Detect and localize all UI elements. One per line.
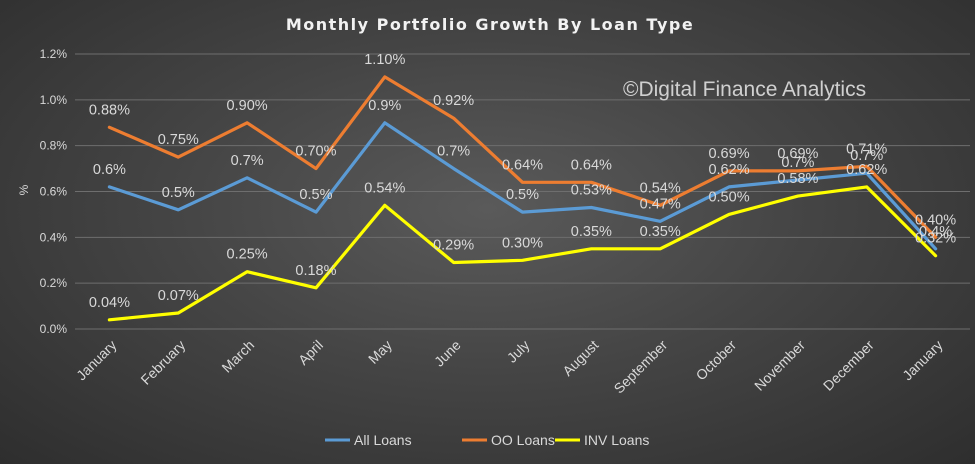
y-tick-label: 0.0% <box>40 322 68 336</box>
x-tick-label: April <box>295 337 326 368</box>
data-label: 0.6% <box>93 162 126 178</box>
legend-label: All Loans <box>354 432 412 448</box>
data-label: 1.10% <box>364 52 405 68</box>
data-label: 0.5% <box>162 185 195 201</box>
x-tick-label: October <box>693 337 740 384</box>
x-axis-ticks: January February March April May June July Augu… <box>73 337 946 397</box>
data-label: 0.69% <box>708 146 749 162</box>
y-tick-label: 1.0% <box>40 93 68 107</box>
x-tick-label: January <box>73 337 120 384</box>
data-label: 0.62% <box>708 162 749 178</box>
series-line-inv-loans <box>107 185 938 322</box>
data-label: 0.90% <box>227 98 268 114</box>
data-label: 0.53% <box>571 183 612 199</box>
data-label: 0.9% <box>368 98 401 114</box>
y-axis-label: % <box>17 184 31 195</box>
x-tick-label: August <box>559 337 601 379</box>
data-label: 0.54% <box>640 180 681 196</box>
data-label: 0.29% <box>433 238 474 254</box>
gridlines <box>75 53 970 330</box>
data-label: 0.70% <box>295 144 336 160</box>
legend-label: OO Loans <box>491 432 555 448</box>
data-label: 0.69% <box>777 146 818 162</box>
x-tick-label: February <box>137 337 188 388</box>
data-label: 0.7% <box>437 144 470 160</box>
y-tick-label: 0.2% <box>40 276 68 290</box>
data-label: 0.30% <box>502 235 543 251</box>
data-label: 0.7% <box>850 148 883 164</box>
data-label: 0.54% <box>364 180 405 196</box>
x-tick-label: November <box>751 337 808 394</box>
data-label: 0.7% <box>781 155 814 171</box>
data-label: 0.35% <box>571 224 612 240</box>
y-tick-label: 0.6% <box>40 185 68 199</box>
data-label: 0.71% <box>846 141 887 157</box>
x-tick-label: June <box>431 337 464 370</box>
x-tick-label: May <box>365 337 395 367</box>
data-labels: 0.6%0.5%0.7%0.5%0.9%0.7%0.5% 0.53%0.47%0.… <box>89 52 956 311</box>
data-label: 0.92% <box>433 93 474 109</box>
chart-title: Monthly Portfolio Growth By Loan Type <box>286 15 694 34</box>
data-label: 0.04% <box>89 295 130 311</box>
data-label: 0.75% <box>158 132 199 148</box>
legend-label: INV Loans <box>584 432 649 448</box>
data-label: 0.40% <box>915 212 956 228</box>
data-label: 0.62% <box>846 162 887 178</box>
data-label: 0.58% <box>777 171 818 187</box>
legend: All Loans OO Loans INV Loans <box>325 432 649 448</box>
series-lines <box>107 75 938 322</box>
data-label: 0.64% <box>502 157 543 173</box>
x-tick-label: December <box>820 337 877 394</box>
data-label: 0.32% <box>915 231 956 247</box>
x-tick-label: July <box>504 337 533 366</box>
x-tick-label: September <box>611 337 671 397</box>
series-line-oo-loans <box>107 75 938 239</box>
y-axis-ticks: 0.0% 0.2% 0.4% 0.6% 0.8% 1.0% 1.2% <box>40 47 68 336</box>
x-tick-label: January <box>899 337 946 384</box>
x-tick-label: March <box>218 337 257 376</box>
data-label: 0.7% <box>231 153 264 169</box>
data-label: 0.47% <box>640 196 681 212</box>
y-tick-label: 1.2% <box>40 47 68 61</box>
data-label: 0.4% <box>919 224 952 240</box>
data-label: 0.50% <box>708 189 749 205</box>
data-label: 0.64% <box>571 157 612 173</box>
y-tick-label: 0.8% <box>40 139 68 153</box>
data-label: 0.5% <box>299 187 332 203</box>
data-label: 0.88% <box>89 102 130 118</box>
data-label: 0.25% <box>227 247 268 263</box>
series-line-all-loans <box>107 121 938 251</box>
data-label: 0.5% <box>506 187 539 203</box>
watermark: ©Digital Finance Analytics <box>623 78 866 101</box>
data-label: 0.18% <box>295 263 336 279</box>
data-label: 0.35% <box>640 224 681 240</box>
y-tick-label: 0.4% <box>40 230 68 244</box>
data-label: 0.07% <box>158 288 199 304</box>
